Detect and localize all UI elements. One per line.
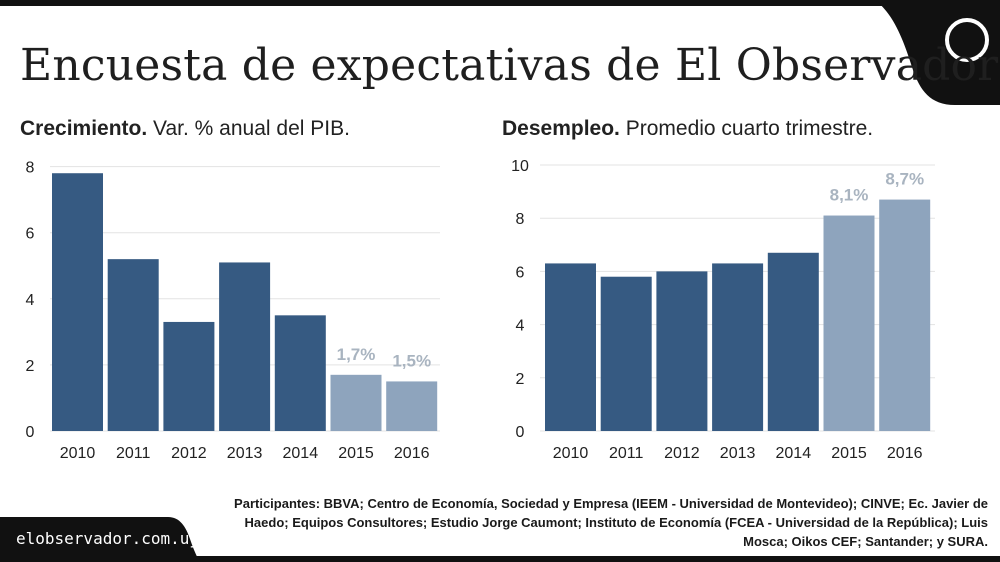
- growth-bar-2015: [330, 374, 382, 431]
- bottom-band: [0, 556, 1000, 562]
- unemployment-bar-2016: [879, 199, 931, 431]
- unemployment-y-tick-label: 10: [511, 158, 529, 175]
- top-band: [0, 0, 1000, 6]
- unemployment-x-tick-label: 2013: [720, 445, 756, 462]
- growth-y-tick-label: 2: [26, 358, 35, 375]
- growth-chart: 0 2 4 6 8 2010 2011 2012 2013 2014 2015 1,7% 2016 1,5…: [26, 160, 440, 462]
- source-site[interactable]: elobservador.com.uy: [16, 529, 200, 548]
- growth-y-tick-label: 6: [26, 226, 35, 243]
- unemployment-x-tick-label: 2012: [664, 445, 700, 462]
- growth-x-tick-label: 2013: [227, 445, 263, 462]
- growth-x-tick-label: 2010: [60, 445, 96, 462]
- unemployment-y-tick-label: 6: [516, 264, 525, 281]
- growth-data-label-2015: 1,7%: [337, 345, 376, 364]
- growth-x-tick-label: 2015: [338, 445, 374, 462]
- site-banner-shape: [0, 517, 200, 562]
- unemployment-bar-2014: [767, 252, 819, 431]
- unemployment-y-tick-label: 0: [516, 424, 525, 441]
- site-banner: elobservador.com.uy: [0, 517, 200, 562]
- unemployment-y-tick-label: 2: [516, 371, 525, 388]
- unemployment-y-tick-label: 4: [516, 318, 525, 335]
- growth-bar-2012: [163, 321, 215, 431]
- logo-corner: [875, 0, 1000, 105]
- growth-x-tick-label: 2012: [171, 445, 207, 462]
- growth-bar-2013: [219, 262, 271, 431]
- unemployment-data-label-2016: 8,7%: [885, 170, 924, 189]
- unemployment-title-bold: Desempleo.: [502, 117, 620, 140]
- growth-bar-2014: [274, 315, 326, 431]
- unemployment-x-tick-label: 2011: [609, 445, 644, 462]
- growth-y-tick-label: 4: [26, 292, 35, 309]
- growth-x-tick-label: 2016: [394, 445, 430, 462]
- unemployment-x-tick-label: 2014: [776, 445, 812, 462]
- unemployment-y-tick-label: 8: [516, 211, 525, 228]
- growth-data-label-2016: 1,5%: [392, 351, 431, 370]
- unemployment-title-rest: Promedio cuarto trimestre.: [619, 117, 874, 140]
- growth-y-tick-label: 0: [26, 424, 35, 441]
- unemployment-bar-2010: [545, 263, 596, 431]
- unemployment-x-tick-label: 2016: [887, 445, 923, 462]
- unemployment-bar-2013: [712, 263, 764, 431]
- unemployment-bar-2015: [823, 215, 875, 431]
- unemployment-x-tick-label: 2015: [831, 445, 867, 462]
- unemployment-bar-2012: [656, 271, 708, 431]
- growth-title-rest: Var. % anual del PIB.: [147, 117, 350, 140]
- unemployment-chart: 0 2 4 6 8 10 2010 2011 2012 2013 2014 2015 8,1% 2016 8…: [511, 158, 935, 462]
- growth-chart-title: Crecimiento. Var. % anual del PIB.: [20, 117, 350, 141]
- unemployment-data-label-2015: 8,1%: [830, 186, 869, 205]
- growth-bar-2011: [107, 259, 159, 431]
- brand-circle-icon: [945, 18, 989, 62]
- page-title: Encuesta de expectativas de El Observado…: [20, 40, 999, 91]
- unemployment-x-tick-label: 2010: [553, 445, 589, 462]
- unemployment-bar-2011: [600, 276, 652, 431]
- unemployment-chart-title: Desempleo. Promedio cuarto trimestre.: [502, 117, 873, 141]
- growth-title-bold: Crecimiento.: [20, 117, 148, 140]
- growth-x-tick-label: 2011: [116, 445, 151, 462]
- growth-bar-2010: [52, 173, 103, 431]
- growth-bar-2016: [386, 381, 438, 431]
- growth-x-tick-label: 2014: [283, 445, 319, 462]
- growth-y-tick-label: 8: [26, 160, 35, 177]
- participants-note: Participantes: BBVA; Centro de Economía,…: [234, 496, 988, 549]
